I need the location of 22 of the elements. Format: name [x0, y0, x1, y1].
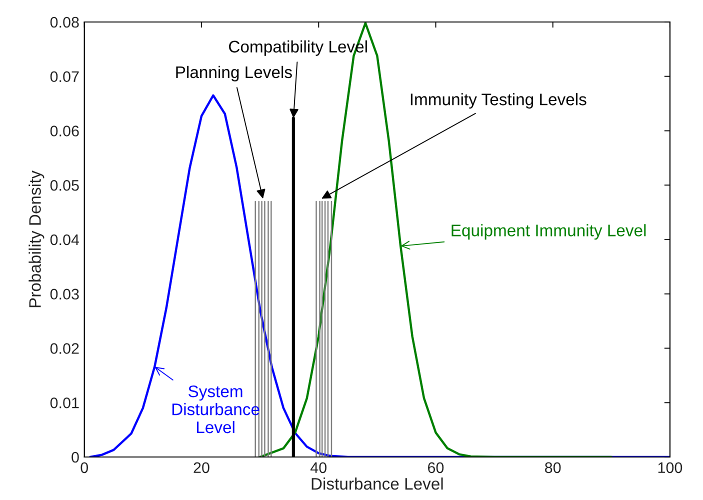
x-tick-label: 60: [428, 462, 444, 474]
y-tick-label: 0.08: [50, 16, 79, 28]
y-axis-title: Probability Density: [28, 170, 44, 308]
x-axis-title: Disturbance Level: [312, 477, 443, 490]
x-tick-label: 100: [658, 462, 682, 474]
x-tick-label: 80: [545, 462, 561, 474]
x-tick-label: 40: [310, 462, 326, 474]
annotation: Immunity Testing Levels: [410, 93, 586, 109]
annotation: System Disturbance Level: [172, 386, 260, 434]
y-tick-label: 0.04: [50, 234, 80, 246]
y-tick-label: 0.05: [50, 180, 79, 191]
line-series: [89, 94, 670, 457]
x-tick-label: 20: [194, 462, 210, 474]
y-tick-label: 0.03: [50, 288, 79, 300]
annotation: Planning Levels: [176, 66, 292, 82]
y-tick-label: 0: [72, 452, 79, 463]
annotation: Equipment Immunity Level: [452, 224, 646, 240]
y-tick-label: 0.06: [50, 126, 79, 136]
y-tick-label: 0.01: [50, 397, 79, 408]
x-tick-label: 0: [80, 462, 88, 474]
y-tick-label: 0.02: [50, 343, 79, 354]
y-tick-label: 0.07: [50, 71, 79, 82]
